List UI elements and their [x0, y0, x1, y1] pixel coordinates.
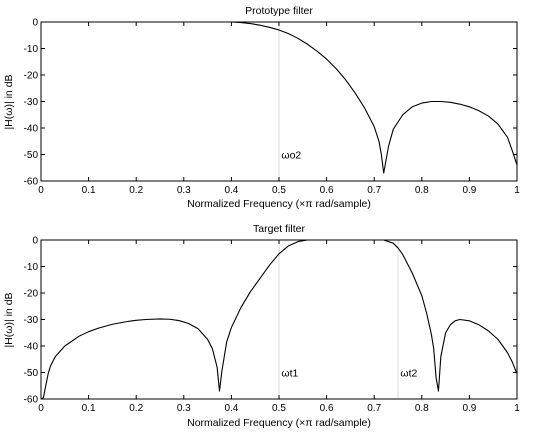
x-tick-label: 0.7 [367, 185, 381, 196]
x-tick-label: 0.9 [462, 403, 476, 414]
y-axis-label: |H(ω)| in dB [3, 74, 15, 129]
series-group [40, 239, 518, 400]
x-tick-label: 0 [38, 185, 44, 196]
y-tick-label: -40 [24, 342, 39, 353]
annotations: ωt1 ωt2 [281, 368, 417, 380]
chart-title: Prototype filter [245, 5, 313, 17]
x-tick-label: 0.2 [129, 403, 143, 414]
x-tick-label: 0.5 [272, 403, 286, 414]
annotations: ωo2 [281, 150, 301, 162]
prototype-filter-panel: Prototype filter |H(ω)| in dB Normalized… [3, 5, 520, 210]
annotation-label: ωt1 [281, 368, 298, 380]
y-tick-label: -60 [24, 395, 39, 406]
y-tick-label: -10 [24, 44, 39, 55]
x-tick-label: 0.4 [224, 185, 238, 196]
x-tick-label: 0.1 [82, 185, 96, 196]
x-tick-label: 0.7 [367, 403, 381, 414]
x-tick-label: 0.6 [320, 185, 334, 196]
chart-title: Target filter [253, 223, 305, 235]
x-tick-label: 0.4 [224, 403, 238, 414]
x-tick-label: 0.3 [177, 403, 191, 414]
y-axis-label: |H(ω)| in dB [3, 292, 15, 347]
x-tick-label: 0 [38, 403, 44, 414]
series-line [41, 21, 518, 174]
x-tick-label: 1 [514, 403, 520, 414]
plot-frame [40, 239, 518, 400]
annotation-label: ωo2 [281, 150, 301, 162]
x-tick-label: 0.2 [129, 185, 143, 196]
reference-lines [278, 240, 399, 399]
series-group [41, 21, 518, 174]
x-tick-label: 0.8 [415, 403, 429, 414]
target-filter-panel: Target filter |H(ω)| in dB Normalized Fr… [3, 223, 520, 429]
y-tick-label: -30 [24, 315, 39, 326]
y-tick-label: -50 [24, 150, 39, 161]
x-tick-label: 0.5 [272, 185, 286, 196]
x-tick-label: 1 [514, 185, 520, 196]
x-tick-label: 0.6 [320, 403, 334, 414]
series-line [40, 239, 518, 400]
annotation-label: ωt2 [400, 368, 417, 380]
axis-tick-labels: 0 0.1 0.2 0.3 0.4 0.5 0.6 0.7 0.8 0.9 1 0 -10 -20 -30 -… [24, 236, 521, 415]
y-tick-label: -40 [24, 124, 39, 135]
plot-frame [40, 21, 518, 182]
x-tick-label: 0.8 [415, 185, 429, 196]
x-tick-label: 0.1 [82, 403, 96, 414]
x-axis-label: Normalized Frequency (×π rad/sample) [187, 198, 371, 210]
y-tick-label: 0 [32, 236, 38, 247]
x-axis-label: Normalized Frequency (×π rad/sample) [187, 417, 371, 429]
y-tick-label: 0 [32, 18, 38, 29]
axis-tick-labels: 0 0.1 0.2 0.3 0.4 0.5 0.6 0.7 0.8 0.9 1 0 -10 -20 -30 -… [24, 18, 521, 197]
y-tick-label: -20 [24, 289, 39, 300]
y-tick-label: -50 [24, 368, 39, 379]
y-tick-label: -60 [24, 177, 39, 188]
x-tick-label: 0.3 [177, 185, 191, 196]
y-tick-label: -30 [24, 97, 39, 108]
y-tick-label: -20 [24, 71, 39, 82]
axis-ticks [40, 21, 518, 182]
y-tick-label: -10 [24, 262, 39, 273]
x-tick-label: 0.9 [462, 185, 476, 196]
